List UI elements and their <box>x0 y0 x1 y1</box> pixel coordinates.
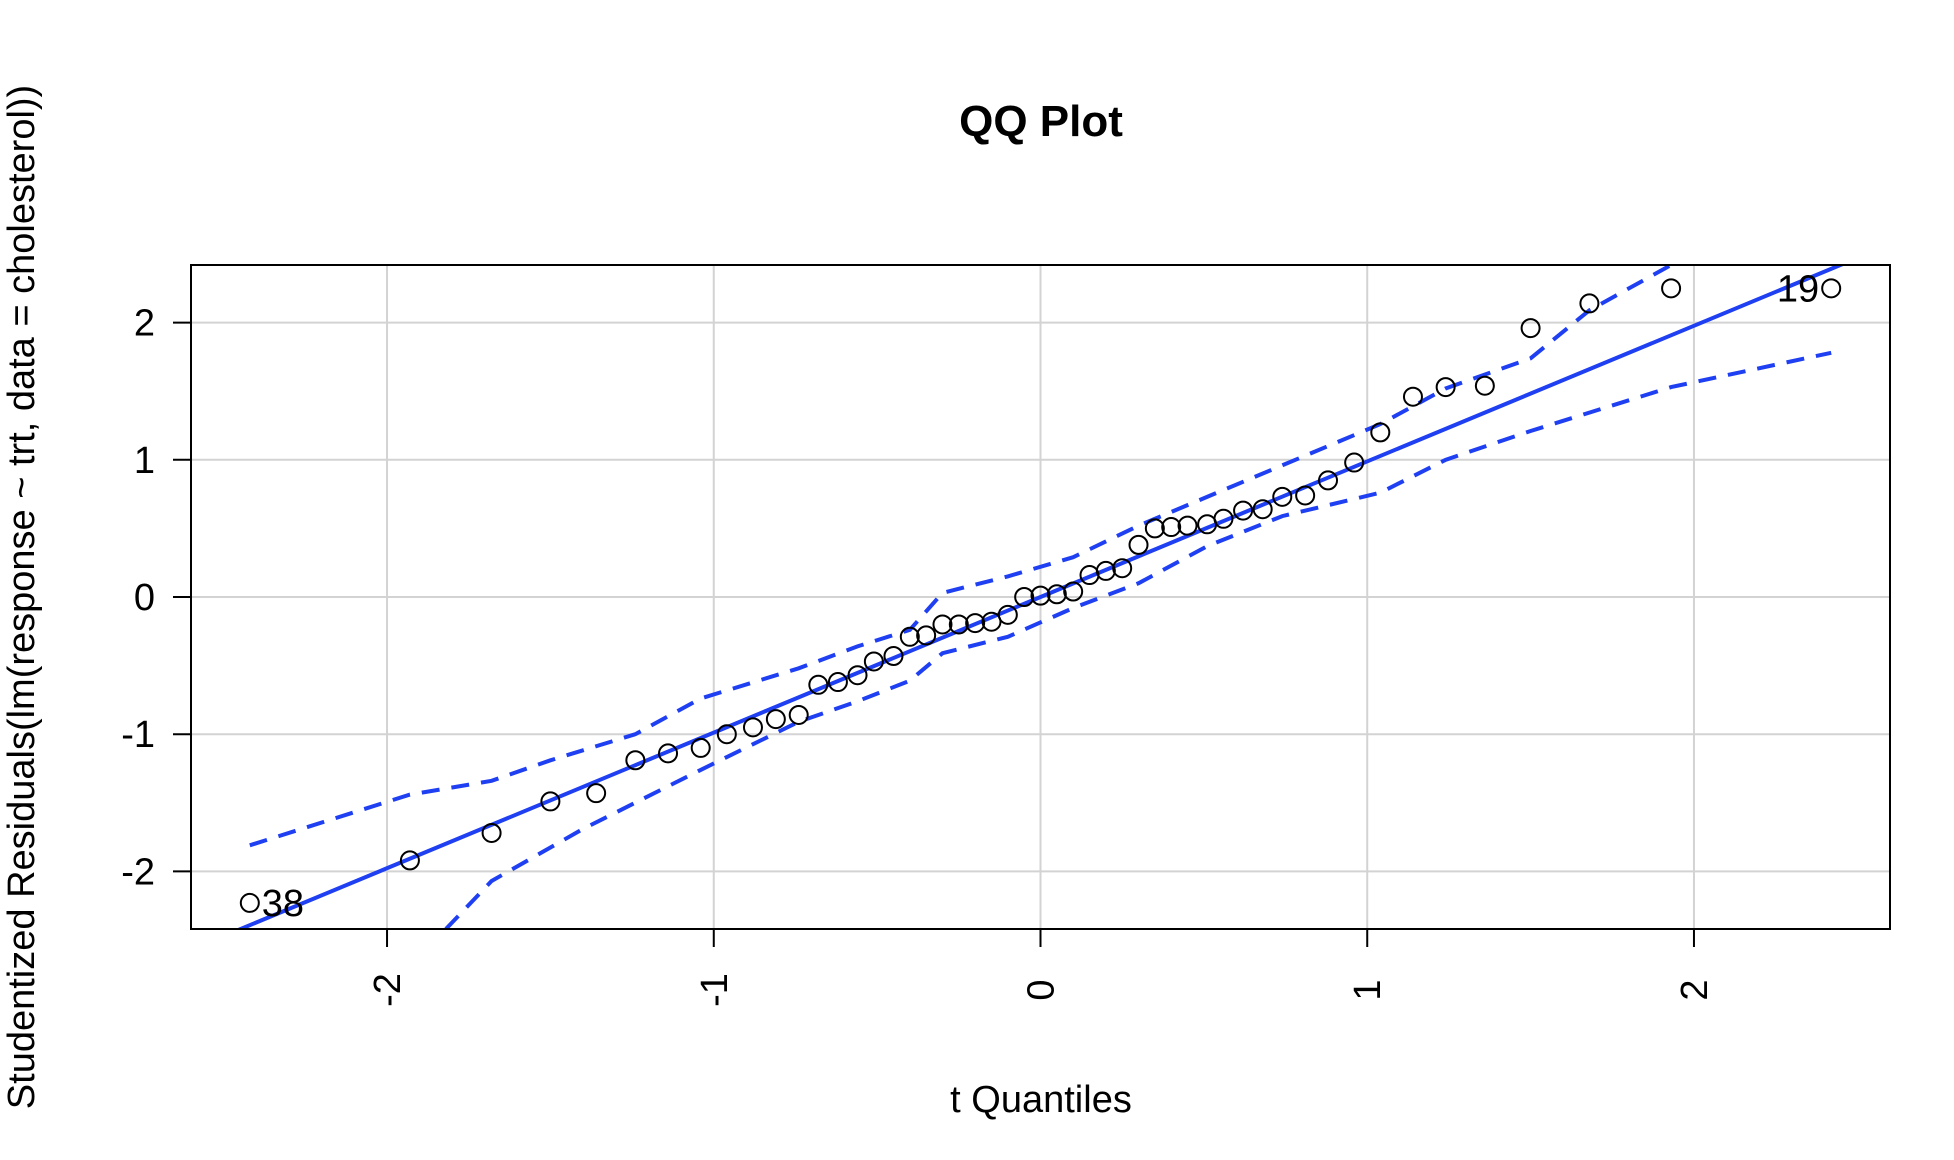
qq-point <box>1095 560 1116 581</box>
qq-point <box>1661 278 1682 299</box>
qq-point <box>1474 375 1495 396</box>
data-points <box>239 278 1842 913</box>
qq-point <box>586 783 607 804</box>
qq-point <box>899 626 920 647</box>
qq-point <box>1144 518 1165 539</box>
x-tick-label: -2 <box>367 973 409 1007</box>
qq-point <box>625 750 646 771</box>
qq-point <box>399 850 420 871</box>
qq-point <box>827 672 848 693</box>
qq-point <box>1128 534 1149 555</box>
fit-line <box>235 265 1846 929</box>
reference-line <box>235 265 1846 929</box>
x-tick-label: 2 <box>1674 979 1716 1000</box>
qq-point <box>742 717 763 738</box>
qq-point <box>540 791 561 812</box>
qq-point <box>1213 508 1234 529</box>
point-annotations: 38 19 <box>262 268 1819 925</box>
qq-point <box>716 724 737 745</box>
qq-point <box>1014 587 1035 607</box>
qq-point <box>481 822 502 843</box>
qq-point <box>1063 581 1084 602</box>
qq-point <box>765 709 786 730</box>
y-tick-label: 2 <box>134 303 155 345</box>
qq-point <box>883 645 904 666</box>
x-tick-label: 1 <box>1347 979 1389 1000</box>
qq-point <box>948 614 969 635</box>
x-tick-label: -1 <box>694 973 736 1007</box>
qq-point <box>658 743 679 764</box>
qq-point <box>1579 293 1600 314</box>
qq-point <box>1161 517 1182 538</box>
point-annotation-label: 19 <box>1777 268 1819 310</box>
qq-point <box>965 613 986 634</box>
chart-title: QQ Plot <box>959 97 1123 146</box>
qq-point <box>1030 585 1051 606</box>
qq-point <box>1402 386 1423 407</box>
confidence-envelope <box>249 265 1832 929</box>
qq-point <box>1177 515 1198 536</box>
qq-point <box>863 651 884 672</box>
x-axis-label: t Quantiles <box>950 1079 1132 1121</box>
y-tick-label: 0 <box>134 577 155 619</box>
qq-point <box>997 604 1018 625</box>
qq-point <box>932 614 953 635</box>
qq-point <box>1318 470 1339 491</box>
y-tick-label: 1 <box>134 440 155 482</box>
envelope-upper-line <box>249 265 1673 848</box>
qq-point <box>1344 452 1365 473</box>
x-axis: -2 -1 0 1 2 <box>367 929 1716 1007</box>
y-tick-label: -2 <box>121 851 155 893</box>
qq-point <box>1370 422 1391 443</box>
point-annotation-label: 38 <box>262 883 304 925</box>
grid <box>191 265 1890 929</box>
qq-point <box>916 625 937 646</box>
qq-point <box>690 737 711 758</box>
y-axis: -2 -1 0 1 2 <box>121 303 191 893</box>
qq-point <box>847 665 868 686</box>
qq-point <box>1435 377 1456 398</box>
qq-point <box>808 674 829 695</box>
qq-point <box>1520 318 1541 339</box>
x-tick-label: 0 <box>1021 979 1063 1000</box>
y-axis-label: Studentized Residuals(lm(response ~ trt,… <box>1 85 43 1109</box>
qq-point <box>1272 486 1293 507</box>
qq-point <box>788 704 809 725</box>
y-tick-label: -1 <box>121 714 155 756</box>
qq-point <box>981 611 1002 632</box>
qq-point <box>1233 500 1254 521</box>
qq-point <box>1252 499 1273 520</box>
qq-point <box>1046 584 1067 605</box>
qq-point <box>1295 485 1316 506</box>
qq-point <box>1112 558 1133 579</box>
envelope-lower-line <box>444 350 1832 929</box>
qq-point <box>239 892 260 913</box>
qq-point <box>1821 278 1842 299</box>
